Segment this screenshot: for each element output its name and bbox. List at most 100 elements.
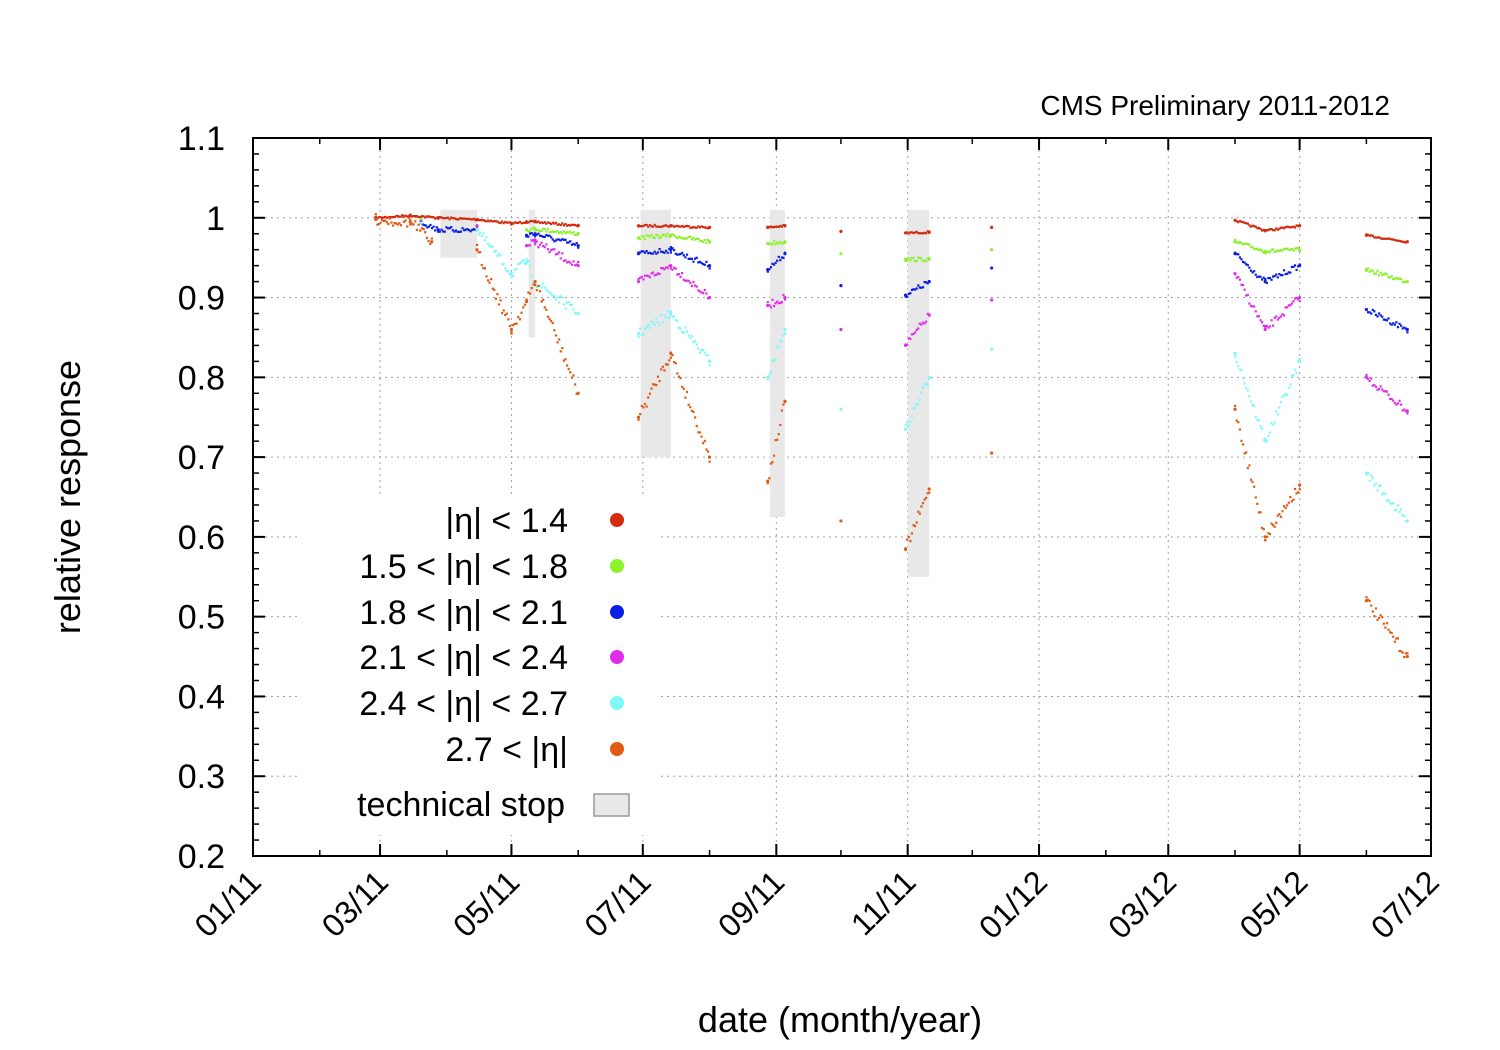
data-point xyxy=(505,312,508,315)
data-point xyxy=(650,233,653,237)
data-point xyxy=(1251,224,1254,227)
data-point xyxy=(1374,272,1378,275)
data-point xyxy=(1384,390,1387,393)
data-point xyxy=(1406,331,1409,334)
data-point xyxy=(1270,319,1273,322)
data-point xyxy=(1374,313,1378,316)
data-point xyxy=(1292,374,1295,377)
data-point xyxy=(656,375,660,378)
data-point xyxy=(700,261,703,265)
data-point xyxy=(655,252,658,255)
data-point xyxy=(925,320,928,323)
data-point xyxy=(707,240,712,244)
series-3 xyxy=(374,217,1409,415)
data-point xyxy=(475,217,479,221)
data-point xyxy=(1233,407,1237,411)
data-point xyxy=(542,298,545,301)
data-point xyxy=(419,216,422,219)
data-point xyxy=(430,237,433,240)
data-point xyxy=(660,267,663,270)
data-point xyxy=(1259,319,1262,322)
data-point xyxy=(655,384,658,387)
data-point xyxy=(1382,491,1385,494)
data-point xyxy=(1286,393,1289,397)
data-point xyxy=(1396,504,1400,507)
data-point xyxy=(488,244,491,247)
data-point xyxy=(1243,382,1246,385)
y-tick-label: 0.5 xyxy=(178,599,225,637)
data-point xyxy=(776,300,779,303)
data-point xyxy=(1376,269,1379,273)
data-point xyxy=(677,225,681,228)
data-point xyxy=(1405,654,1409,659)
data-point xyxy=(906,538,909,541)
data-point xyxy=(681,385,684,389)
data-point xyxy=(566,241,569,244)
data-point xyxy=(1379,385,1382,388)
data-point xyxy=(1364,233,1368,237)
data-point xyxy=(909,539,912,543)
data-point xyxy=(1267,276,1270,280)
data-point xyxy=(573,243,577,246)
data-point xyxy=(655,273,658,276)
data-point xyxy=(517,316,520,319)
data-point xyxy=(542,244,545,248)
data-point xyxy=(1262,527,1265,531)
data-point xyxy=(1233,351,1237,355)
data-point xyxy=(1267,434,1270,437)
data-point xyxy=(407,215,410,218)
data-point xyxy=(1281,313,1284,316)
data-point xyxy=(410,215,414,218)
data-point xyxy=(1282,247,1286,251)
data-point xyxy=(572,231,575,234)
data-point xyxy=(676,273,679,276)
data-point xyxy=(1256,419,1259,422)
data-point xyxy=(1401,280,1404,283)
data-point xyxy=(379,221,382,224)
data-point xyxy=(1400,403,1403,406)
data-point xyxy=(543,221,546,224)
data-point xyxy=(538,221,542,224)
data-point xyxy=(677,235,681,239)
data-point xyxy=(1233,272,1237,276)
data-point xyxy=(1240,242,1243,245)
data-point xyxy=(385,221,388,224)
data-point xyxy=(776,259,779,262)
data-point xyxy=(545,222,548,225)
data-point xyxy=(1253,404,1256,408)
data-point xyxy=(772,263,776,266)
data-point xyxy=(1276,228,1279,231)
data-point xyxy=(546,315,550,318)
data-point xyxy=(542,235,545,238)
data-point xyxy=(1241,283,1245,287)
data-point xyxy=(700,239,703,243)
data-point xyxy=(647,396,650,399)
data-point xyxy=(690,334,693,338)
data-point xyxy=(666,232,669,235)
data-point xyxy=(637,418,640,421)
data-point xyxy=(528,244,532,247)
data-point xyxy=(639,251,642,254)
data-point xyxy=(566,224,569,227)
data-point xyxy=(576,224,580,228)
data-point xyxy=(666,251,669,254)
data-point xyxy=(684,225,687,228)
data-point xyxy=(1390,238,1393,241)
data-point xyxy=(537,284,540,287)
data-point xyxy=(771,298,774,301)
data-point xyxy=(1264,277,1267,281)
data-point xyxy=(768,243,771,246)
data-point xyxy=(401,215,404,219)
data-point xyxy=(669,246,672,249)
data-point xyxy=(673,361,676,364)
data-point xyxy=(475,224,479,228)
data-point xyxy=(490,245,493,248)
data-point xyxy=(768,373,771,376)
data-point xyxy=(912,332,915,336)
data-point xyxy=(561,296,564,299)
data-point xyxy=(532,239,535,242)
data-point xyxy=(918,232,921,235)
data-point xyxy=(404,214,407,217)
data-point xyxy=(642,332,645,336)
data-point xyxy=(422,228,425,231)
